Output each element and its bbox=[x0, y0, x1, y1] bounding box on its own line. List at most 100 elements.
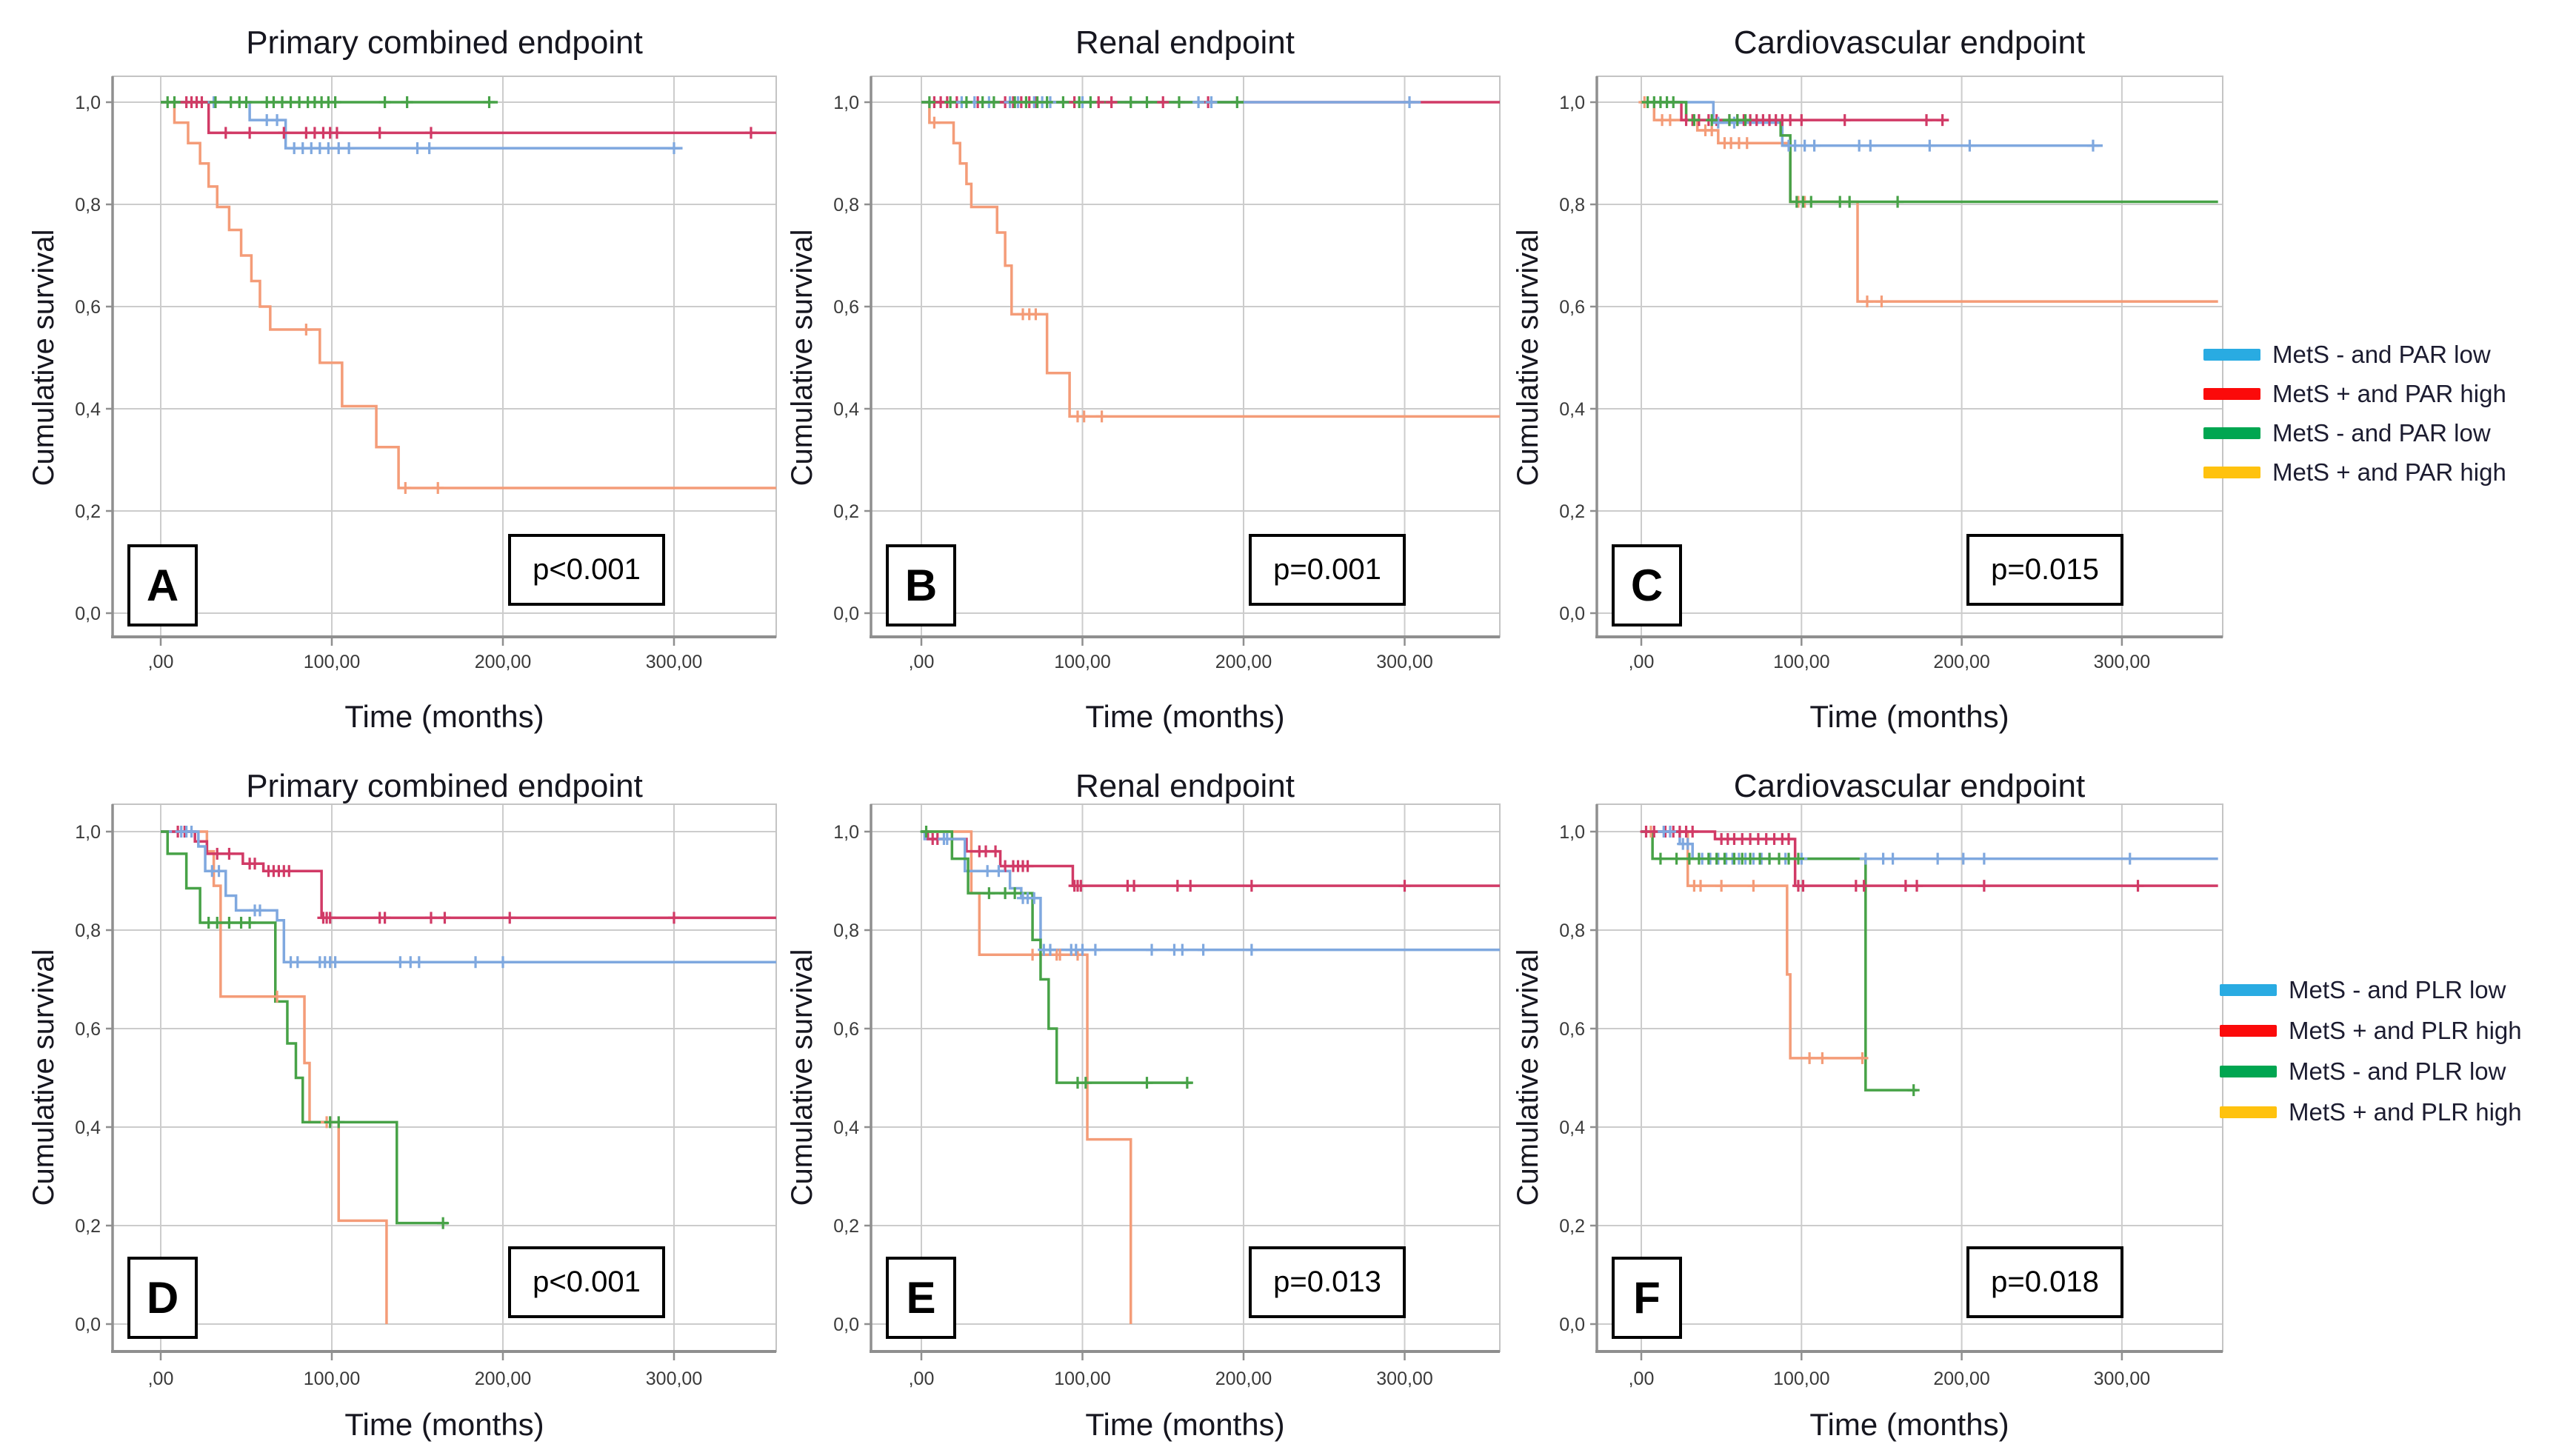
x-tick-label: 100,00 bbox=[304, 1369, 360, 1389]
x-tick-label: 200,00 bbox=[1215, 652, 1272, 672]
panel-c-censors-blue bbox=[1712, 116, 2099, 152]
panel-d-plot: ,00 100,00 200,00 300,00 0,0 0,2 0,4 0,6 0,8 1,0 bbox=[75, 803, 777, 1389]
panel-b-title: Renal endpoint bbox=[1075, 24, 1295, 61]
y-tick-label: 0,6 bbox=[75, 297, 101, 318]
legend-par-label-red: MetS + and PAR high bbox=[2272, 379, 2506, 407]
y-tick-label: 0,6 bbox=[75, 1019, 101, 1040]
y-tick-label: 1,0 bbox=[75, 822, 101, 843]
x-tick-label: ,00 bbox=[909, 1369, 935, 1389]
panel-b-yaxis-label: Cumulative survival bbox=[786, 229, 818, 487]
y-tick-label: 1,0 bbox=[1559, 93, 1585, 113]
panel-f-censors-green bbox=[1654, 852, 1920, 1097]
y-tick-label: 0,4 bbox=[833, 1117, 859, 1138]
y-tick-label: 0,4 bbox=[75, 399, 101, 420]
x-tick-label: 300,00 bbox=[1376, 1369, 1432, 1389]
legend-plr-swatch-yellow bbox=[2220, 1106, 2277, 1118]
panel-a-censors-blue bbox=[207, 96, 680, 155]
panel-f-letter-box: F bbox=[1612, 1257, 1682, 1339]
y-tick-label: 0,4 bbox=[1559, 1117, 1585, 1138]
y-tick-label: 0,8 bbox=[833, 195, 859, 215]
x-tick-label: 200,00 bbox=[1933, 652, 1989, 672]
x-tick-label: ,00 bbox=[148, 652, 174, 672]
panel-e-letter-box: E bbox=[886, 1257, 956, 1339]
y-tick-label: 1,0 bbox=[75, 93, 101, 113]
panel-a-censors-orange bbox=[300, 324, 444, 494]
legend-par-label-yellow: MetS + and PAR high bbox=[2272, 458, 2506, 486]
panel-f-plot: ,00 100,00 200,00 300,00 0,0 0,2 0,4 0,6 0,8 1,0 bbox=[1559, 803, 2223, 1389]
panel-e-censors-red bbox=[927, 832, 1411, 892]
panel-d-censors-green bbox=[202, 917, 450, 1229]
panel-c-letter-box: C bbox=[1612, 544, 1682, 626]
y-tick-label: 0,6 bbox=[1559, 1019, 1585, 1040]
legend-par-item-red: MetS + and PAR high bbox=[2203, 374, 2506, 413]
x-tick-label: ,00 bbox=[1629, 652, 1655, 672]
legend-plr-label-green: MetS - and PLR low bbox=[2289, 1057, 2506, 1085]
legend-plr-item-blue: MetS - and PLR low bbox=[2220, 969, 2522, 1010]
y-tick-label: 0,8 bbox=[833, 920, 859, 941]
panel-e-curve-green bbox=[921, 830, 1192, 1084]
legend-plr-label-blue: MetS - and PLR low bbox=[2289, 975, 2506, 1003]
y-tick-label: 0,8 bbox=[1559, 920, 1585, 941]
panel-c-title: Cardiovascular endpoint bbox=[1733, 24, 2086, 61]
legend-plr-item-red: MetS + and PLR high bbox=[2220, 1010, 2522, 1051]
panel-c-curve-green bbox=[1641, 101, 2218, 204]
y-tick-label: 0,2 bbox=[75, 1216, 101, 1237]
panel-d-curve-blue bbox=[161, 830, 776, 963]
legend-par-swatch-red bbox=[2203, 387, 2260, 400]
legend-plr-swatch-red bbox=[2220, 1024, 2277, 1037]
panel-c-curve-orange bbox=[1641, 101, 2218, 303]
legend-plr-label-red: MetS + and PLR high bbox=[2289, 1016, 2522, 1044]
x-tick-label: 100,00 bbox=[304, 652, 360, 672]
panel-b-xaxis-label: Time (months) bbox=[1085, 699, 1285, 734]
panel-b-censors-orange bbox=[928, 116, 1108, 423]
panel-f-pvalue-box: p=0.018 bbox=[1966, 1246, 2123, 1318]
panel-a-pvalue-box: p<0.001 bbox=[508, 534, 665, 606]
y-tick-label: 0,8 bbox=[1559, 195, 1585, 215]
x-tick-label: 300,00 bbox=[2094, 652, 2150, 672]
legend-plr-swatch-green bbox=[2220, 1065, 2277, 1077]
panel-c-censors-green bbox=[1641, 96, 1904, 208]
legend-plr-item-green: MetS - and PLR low bbox=[2220, 1051, 2522, 1092]
panel-d-yaxis-label: Cumulative survival bbox=[27, 949, 60, 1206]
panel-e-xaxis-label: Time (months) bbox=[1085, 1407, 1285, 1442]
legend-par-item-blue: MetS - and PAR low bbox=[2203, 335, 2506, 374]
x-tick-label: 300,00 bbox=[646, 1369, 702, 1389]
legend-plr-item-yellow: MetS + and PLR high bbox=[2220, 1092, 2522, 1132]
panel-e-title: Renal endpoint bbox=[1075, 768, 1295, 804]
panel-d-title: Primary combined endpoint bbox=[246, 768, 643, 804]
y-tick-label: 0,0 bbox=[1559, 1314, 1585, 1335]
panel-c-pvalue-box: p=0.015 bbox=[1966, 534, 2123, 606]
y-tick-label: 0,0 bbox=[833, 604, 859, 624]
panel-b-censors-green bbox=[923, 96, 1244, 108]
panel-d-censors-blue bbox=[175, 826, 509, 969]
y-tick-label: 0,4 bbox=[1559, 399, 1585, 420]
x-tick-label: 200,00 bbox=[475, 652, 531, 672]
y-tick-label: 0,2 bbox=[1559, 1216, 1585, 1237]
panel-e-censors-blue bbox=[938, 832, 1258, 956]
x-tick-label: 200,00 bbox=[1933, 1369, 1989, 1389]
panel-e-yaxis-label: Cumulative survival bbox=[786, 949, 818, 1206]
legend-par-item-green: MetS - and PAR low bbox=[2203, 413, 2506, 452]
x-tick-label: 200,00 bbox=[475, 1369, 531, 1389]
y-tick-label: 0,2 bbox=[833, 1216, 859, 1237]
x-tick-label: ,00 bbox=[1629, 1369, 1655, 1389]
x-tick-label: ,00 bbox=[148, 1369, 174, 1389]
panel-c-curve-blue bbox=[1641, 101, 2103, 147]
x-tick-label: 200,00 bbox=[1215, 1369, 1272, 1389]
y-tick-label: 0,6 bbox=[833, 297, 859, 318]
y-tick-label: 0,0 bbox=[1559, 604, 1585, 624]
panel-a-plot: ,00 100,00 200,00 300,00 0,0 0,2 0,4 0,6 0,8 1,0 bbox=[75, 76, 777, 672]
panel-d-xaxis-label: Time (months) bbox=[344, 1407, 544, 1442]
y-tick-label: 0,2 bbox=[1559, 501, 1585, 522]
panel-a-xaxis-label: Time (months) bbox=[344, 699, 544, 734]
legend-par-swatch-blue bbox=[2203, 348, 2260, 361]
panel-c-xaxis-label: Time (months) bbox=[1809, 699, 2009, 734]
panel-a-curve-orange bbox=[161, 101, 776, 489]
panel-e-pvalue-box: p=0.013 bbox=[1249, 1246, 1406, 1318]
panel-f-yaxis-label: Cumulative survival bbox=[1512, 949, 1544, 1206]
panel-b-letter-box: B bbox=[886, 544, 956, 626]
y-tick-label: 0,6 bbox=[1559, 297, 1585, 318]
legend-plr: MetS - and PLR low MetS + and PLR high M… bbox=[2220, 969, 2522, 1132]
legend-par-swatch-yellow bbox=[2203, 466, 2260, 478]
